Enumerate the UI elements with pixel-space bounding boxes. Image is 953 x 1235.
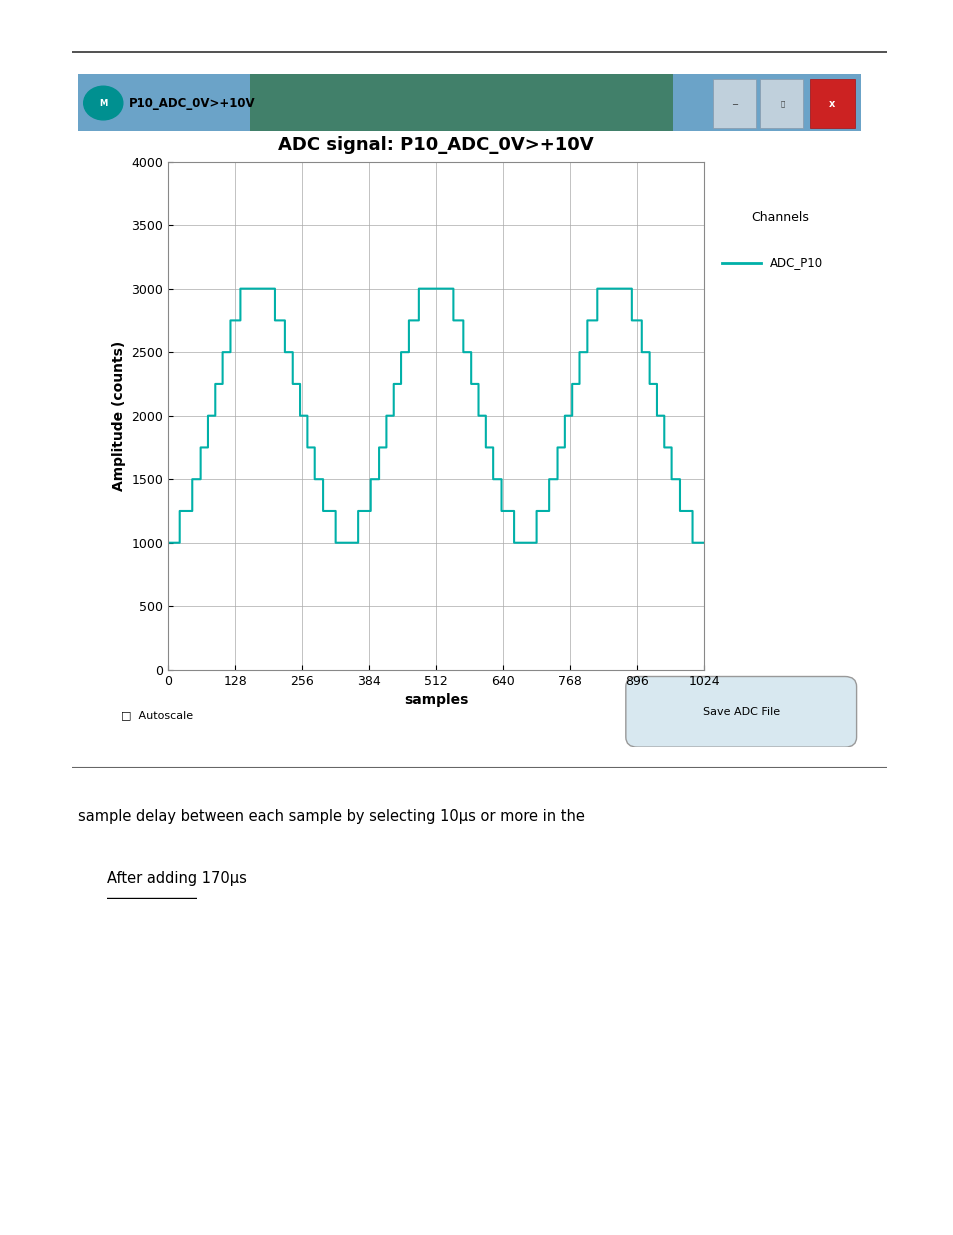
Text: ⬜: ⬜ — [780, 100, 783, 107]
Text: P10_ADC_0V>+10V: P10_ADC_0V>+10V — [129, 96, 255, 110]
Y-axis label: Amplitude (counts): Amplitude (counts) — [112, 341, 126, 490]
Text: M: M — [99, 99, 108, 107]
FancyBboxPatch shape — [250, 74, 672, 131]
Text: After adding 170μs: After adding 170μs — [107, 871, 247, 885]
X-axis label: samples: samples — [403, 693, 468, 708]
Text: Save ADC File: Save ADC File — [702, 708, 780, 718]
Text: ─: ─ — [731, 99, 737, 109]
Text: sample delay between each sample by selecting 10μs or more in the: sample delay between each sample by sele… — [78, 809, 584, 824]
Circle shape — [84, 86, 123, 120]
FancyBboxPatch shape — [760, 79, 802, 128]
Title: ADC signal: P10_ADC_0V>+10V: ADC signal: P10_ADC_0V>+10V — [278, 137, 594, 154]
FancyBboxPatch shape — [713, 79, 756, 128]
Text: ADC_P10: ADC_P10 — [769, 257, 822, 269]
FancyBboxPatch shape — [809, 79, 854, 128]
FancyBboxPatch shape — [625, 677, 856, 747]
Text: x: x — [828, 99, 835, 109]
Text: □  Autoscale: □ Autoscale — [121, 710, 193, 720]
FancyBboxPatch shape — [78, 74, 860, 131]
Text: Channels: Channels — [751, 211, 808, 225]
